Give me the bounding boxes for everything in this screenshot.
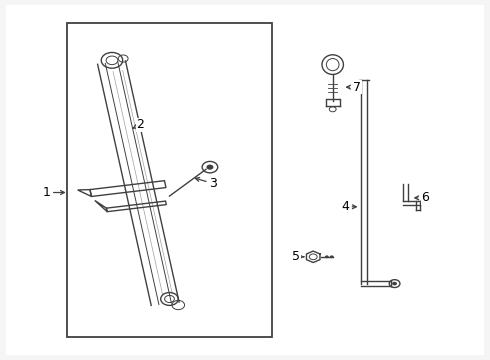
Text: 3: 3 — [196, 177, 217, 190]
Text: 5: 5 — [292, 250, 304, 263]
Text: 4: 4 — [341, 200, 356, 213]
Circle shape — [330, 255, 334, 258]
Circle shape — [325, 255, 329, 258]
Text: 2: 2 — [133, 118, 144, 131]
FancyBboxPatch shape — [6, 5, 484, 355]
Text: 6: 6 — [415, 192, 429, 204]
Text: 1: 1 — [42, 186, 65, 199]
Bar — [67, 23, 272, 337]
Circle shape — [392, 282, 397, 285]
Circle shape — [206, 165, 214, 170]
Text: 7: 7 — [346, 81, 361, 94]
